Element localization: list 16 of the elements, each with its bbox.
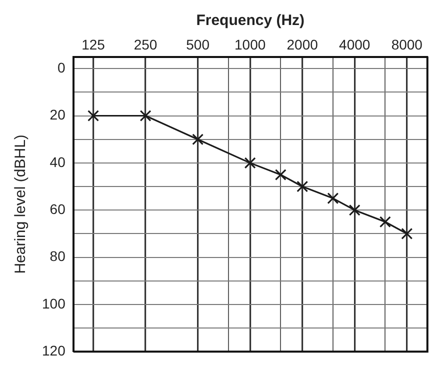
x-tick-label: 500 [186, 36, 210, 52]
x-tick-label: 2000 [286, 36, 318, 52]
y-axis-title: Hearing level (dBHL) [12, 134, 30, 274]
x-tick-label: 1000 [234, 36, 266, 52]
x-tick-label: 125 [82, 36, 106, 52]
y-tick-label: 80 [50, 248, 66, 264]
y-tick-label: 40 [50, 154, 66, 170]
y-tick-label: 0 [58, 59, 66, 76]
x-tick-label: 250 [134, 36, 158, 52]
y-tick-label: 60 [50, 200, 66, 217]
y-tick-label: 100 [42, 295, 66, 312]
x-tick-label: 4000 [339, 36, 370, 52]
y-tick-label: 120 [42, 342, 66, 358]
x-axis-title: Frequency (Hz) [196, 12, 305, 30]
x-tick-label: 8000 [391, 36, 423, 52]
y-tick-label: 20 [50, 106, 66, 123]
